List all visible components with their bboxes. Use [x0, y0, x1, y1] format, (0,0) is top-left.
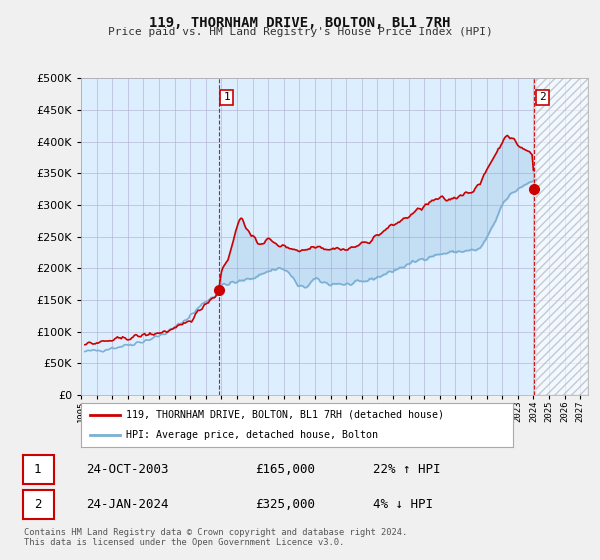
Text: £325,000: £325,000: [255, 498, 315, 511]
Text: 4% ↓ HPI: 4% ↓ HPI: [373, 498, 433, 511]
Text: 119, THORNHAM DRIVE, BOLTON, BL1 7RH: 119, THORNHAM DRIVE, BOLTON, BL1 7RH: [149, 16, 451, 30]
FancyBboxPatch shape: [23, 455, 53, 484]
Text: HPI: Average price, detached house, Bolton: HPI: Average price, detached house, Bolt…: [127, 430, 379, 440]
Text: 24-OCT-2003: 24-OCT-2003: [86, 463, 168, 477]
Text: 24-JAN-2024: 24-JAN-2024: [86, 498, 168, 511]
Text: £165,000: £165,000: [255, 463, 315, 477]
Text: 2: 2: [539, 92, 546, 102]
FancyBboxPatch shape: [23, 490, 53, 519]
Text: 22% ↑ HPI: 22% ↑ HPI: [373, 463, 441, 477]
Bar: [536, 78, 588, 395]
Text: Price paid vs. HM Land Registry's House Price Index (HPI): Price paid vs. HM Land Registry's House …: [107, 27, 493, 37]
Text: 1: 1: [34, 463, 41, 477]
Text: Contains HM Land Registry data © Crown copyright and database right 2024.
This d: Contains HM Land Registry data © Crown c…: [24, 528, 407, 547]
Text: 1: 1: [223, 92, 230, 102]
Text: 119, THORNHAM DRIVE, BOLTON, BL1 7RH (detached house): 119, THORNHAM DRIVE, BOLTON, BL1 7RH (de…: [127, 410, 445, 420]
Text: 2: 2: [34, 498, 41, 511]
